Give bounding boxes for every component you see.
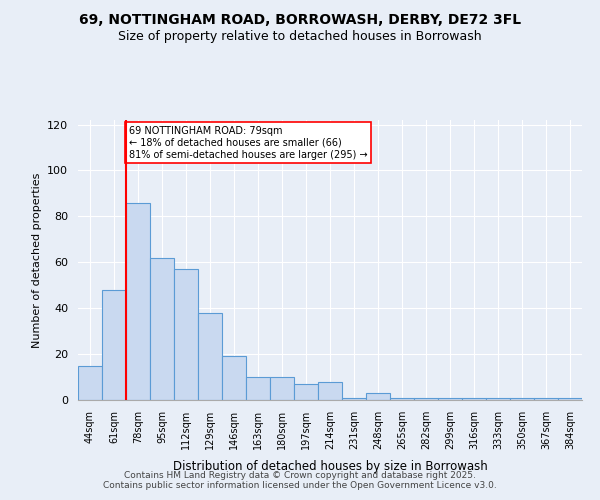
Bar [342, 398, 366, 400]
Bar [294, 384, 318, 400]
Y-axis label: Number of detached properties: Number of detached properties [32, 172, 41, 348]
Bar [510, 398, 534, 400]
Text: Size of property relative to detached houses in Borrowash: Size of property relative to detached ho… [118, 30, 482, 43]
Bar [366, 393, 390, 400]
Bar [270, 377, 294, 400]
Bar [558, 398, 582, 400]
Bar [222, 356, 246, 400]
Bar [246, 377, 270, 400]
Text: 69, NOTTINGHAM ROAD, BORROWASH, DERBY, DE72 3FL: 69, NOTTINGHAM ROAD, BORROWASH, DERBY, D… [79, 12, 521, 26]
Text: Contains HM Land Registry data © Crown copyright and database right 2025.
Contai: Contains HM Land Registry data © Crown c… [103, 470, 497, 490]
Bar [198, 313, 222, 400]
Bar [462, 398, 486, 400]
X-axis label: Distribution of detached houses by size in Borrowash: Distribution of detached houses by size … [173, 460, 487, 473]
Bar [174, 269, 198, 400]
Bar [438, 398, 462, 400]
Bar [78, 366, 102, 400]
Text: 69 NOTTINGHAM ROAD: 79sqm
← 18% of detached houses are smaller (66)
81% of semi-: 69 NOTTINGHAM ROAD: 79sqm ← 18% of detac… [129, 126, 367, 160]
Bar [126, 202, 150, 400]
Bar [102, 290, 126, 400]
Bar [390, 398, 414, 400]
Bar [150, 258, 174, 400]
Bar [414, 398, 438, 400]
Bar [318, 382, 342, 400]
Bar [486, 398, 510, 400]
Bar [534, 398, 558, 400]
